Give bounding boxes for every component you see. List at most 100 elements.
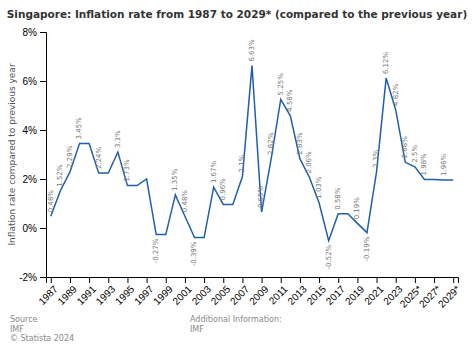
x-tick-mark [300, 277, 301, 283]
x-tick-mark [453, 277, 454, 283]
x-tick-mark [127, 277, 128, 283]
x-tick-mark [147, 277, 148, 283]
data-label: 3.45% [75, 117, 83, 140]
y-tick-mark [40, 277, 46, 278]
data-label: 0.19% [353, 197, 361, 220]
x-tick-label: 1989 [55, 283, 79, 307]
x-tick: 2029* [436, 277, 462, 310]
x-tick-mark [185, 277, 186, 283]
y-tick-label: 8% [23, 27, 38, 38]
x-tick-label: 2009 [247, 283, 271, 307]
y-axis-line [40, 33, 47, 278]
x-tick-mark [242, 277, 243, 283]
data-label: 0.58% [334, 187, 342, 210]
data-label: 1.67% [210, 160, 218, 183]
y-tick-label: 6% [23, 76, 38, 87]
data-label: -0.39% [190, 241, 198, 266]
y-tick: 6% [23, 76, 46, 87]
x-tick-label: 1991 [75, 283, 99, 307]
x-tick-mark [51, 277, 52, 283]
x-tick-label: 1995 [113, 283, 137, 307]
x-tick: 2005 [209, 277, 233, 307]
y-tick: 2% [23, 174, 46, 185]
x-tick: 2017 [324, 277, 348, 307]
x-tick-mark [89, 277, 90, 283]
x-tick-mark [377, 277, 378, 283]
data-label: -0.52% [325, 244, 333, 269]
x-tick-mark [204, 277, 205, 283]
x-tick-label: 2001 [170, 283, 194, 307]
x-tick-mark [223, 277, 224, 283]
x-tick-label: 1993 [94, 283, 118, 307]
x-tick-mark [262, 277, 263, 283]
data-label: 2.83% [296, 132, 304, 155]
y-tick-mark [40, 130, 46, 131]
title: Singapore: Inflation rate from 1987 to 2… [7, 8, 467, 20]
data-label: 0.48% [47, 190, 55, 213]
x-tick: 1987 [36, 277, 60, 307]
x-axis-line [47, 278, 459, 284]
x-tick-label: 2017 [324, 283, 348, 307]
x-tick: 1999 [151, 277, 175, 307]
data-label: -0.27% [152, 238, 160, 263]
data-label: 6.63% [248, 39, 256, 62]
y-tick-mark [40, 179, 46, 180]
x-tick-label: 1987 [36, 283, 60, 307]
data-label: -0.19% [363, 236, 371, 261]
marks [51, 66, 453, 241]
x-tick-label: 2013 [285, 283, 309, 307]
y-tick-label: 2% [23, 174, 38, 185]
plot: -2% 0% 2% 4% 6% 8% 198719891991199319951997199… [19, 27, 462, 310]
data-label: 0.48% [181, 190, 189, 213]
y-tick-mark [40, 32, 46, 33]
annotation: SourceIMF© Statista 2024 [10, 315, 74, 343]
x-tick: 2009 [247, 277, 271, 307]
data-label: 2.68% [401, 136, 409, 159]
y-tick-mark [40, 81, 46, 82]
x-tick-mark [281, 277, 282, 283]
y-axis: -2% 0% 2% 4% 6% 8% [19, 27, 46, 283]
x-tick-label: 2015 [305, 283, 329, 307]
data-labels: 0.48%1.52%2.29%3.45%2.24%3.1%1.73%-0.27%… [47, 39, 448, 270]
data-label: 5.25% [277, 73, 285, 96]
data-label: 2.06% [305, 151, 313, 174]
data-label: 2.29% [66, 145, 74, 168]
chart: Singapore: Inflation rate from 1987 to 2… [0, 0, 474, 352]
x-tick-label: 2011 [267, 283, 290, 306]
data-label: 1.52% [56, 164, 64, 187]
data-label: 2.24% [95, 147, 103, 170]
x-tick: 2015 [305, 277, 329, 307]
data-label: 6.12% [382, 51, 390, 74]
data-label: 1.96% [440, 153, 448, 176]
data-label: 2.5% [411, 145, 419, 163]
x-tick: 1993 [94, 277, 118, 307]
data-label: 1.98% [420, 153, 428, 176]
data-label: 1.03% [315, 176, 323, 199]
x-tick: 2011 [267, 277, 290, 306]
x-tick-label: 2019 [343, 283, 367, 307]
y-axis-title: Inflation rate compared to previous year [7, 63, 17, 245]
y-tick: -2% [19, 272, 46, 283]
data-label: 3.1% [114, 130, 122, 148]
y-tick-label: -2% [19, 272, 37, 283]
x-tick: 1995 [113, 277, 137, 307]
x-tick: 2019 [343, 277, 367, 307]
x-tick: 1997 [132, 277, 156, 307]
x-tick-mark [434, 277, 435, 283]
x-tick-mark [70, 277, 71, 283]
x-tick-mark [338, 277, 339, 283]
y-tick: 0% [23, 223, 46, 234]
x-tick-label: 2029* [436, 283, 462, 309]
x-tick-label: 2005 [209, 283, 233, 307]
data-label: 0.65% [257, 185, 265, 208]
data-label: 0.96% [219, 178, 227, 201]
y-tick: 4% [23, 125, 46, 136]
y-tick-label: 4% [23, 125, 38, 136]
data-label: 1.35% [171, 168, 179, 191]
x-tick-label: 2007 [228, 283, 252, 307]
data-label: 4.58% [286, 89, 294, 112]
x-tick-label: 1999 [151, 283, 175, 307]
x-tick-mark [357, 277, 358, 283]
data-label: 2.82% [267, 132, 275, 155]
x-tick-label: 2003 [190, 283, 214, 307]
